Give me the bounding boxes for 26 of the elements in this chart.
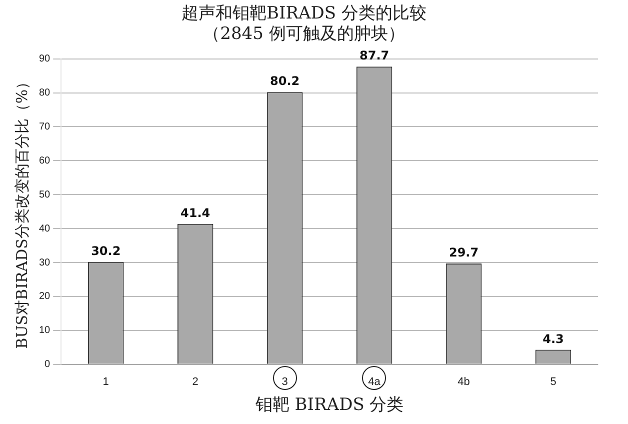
y-tick-label: 40 [39,223,51,234]
y-tick-label: 30 [39,257,51,268]
data-label: 87.7 [359,48,390,63]
data-label: 4.3 [542,332,564,346]
data-label: 29.7 [448,246,479,260]
y-axis-title: BUS对BIRADS分类改变的百分比（%） [12,74,31,349]
y-tick-label: 80 [39,88,51,99]
chart-title: 超声和钼靶BIRADS 分类的比较 [182,4,426,24]
x-tick-label: 5 [550,376,556,388]
x-tick-label: 3 [282,376,288,388]
data-label: 80.2 [270,74,300,88]
y-tick-label: 90 [39,54,51,65]
y-tick-label: 70 [39,121,51,132]
y-tick-label: 10 [39,325,51,336]
x-tick-label: 2 [192,376,198,388]
data-label: 30.2 [91,244,121,258]
data-label: 41.4 [180,206,210,220]
x-axis-title: 钼靶 BIRADS 分类 [254,395,404,416]
chart-subtitle: （2845 例可触及的肿块） [203,24,405,44]
x-tick-label: 4a [368,376,382,388]
x-tick-label: 1 [102,376,109,388]
y-tick-label: 0 [44,359,51,370]
y-tick-label: 20 [39,291,51,302]
x-tick-label: 4b [458,376,470,388]
y-tick-label: 50 [39,189,51,200]
y-tick-label: 60 [39,155,51,166]
